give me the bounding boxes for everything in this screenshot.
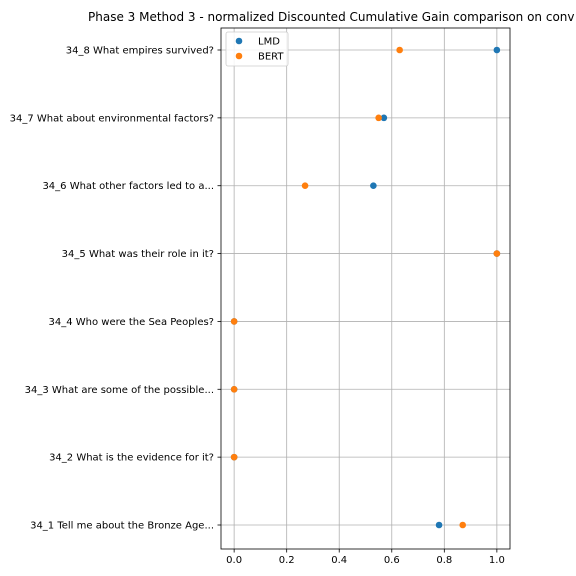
data-points <box>230 46 501 529</box>
y-tick-label: 34_4 Who were the Sea Peoples? <box>49 317 214 328</box>
point-bert <box>459 521 467 529</box>
x-tick-label: 0.2 <box>279 555 295 566</box>
x-tick-label: 0.0 <box>226 555 242 566</box>
plot-frame <box>220 27 511 550</box>
legend-marker-bert <box>235 52 243 60</box>
y-tick-label: 34_7 What about environmental factors? <box>10 113 214 124</box>
y-tick-label: 34_8 What empires survived? <box>66 46 214 57</box>
x-tick-label: 0.6 <box>384 555 400 566</box>
y-tick-label: 34_1 Tell me about the Bronze Age... <box>30 521 214 532</box>
x-tick-label: 0.4 <box>331 555 347 566</box>
x-tick-label: 0.8 <box>436 555 452 566</box>
point-bert <box>230 318 238 325</box>
point-bert <box>375 114 382 122</box>
point-bert <box>230 453 238 461</box>
point-bert <box>396 46 403 54</box>
y-tick-label: 34_6 What other factors led to a... <box>42 181 214 192</box>
legend-label-lmd: LMD <box>258 37 280 48</box>
y-tick-label: 34_5 What was their role in it? <box>62 249 214 260</box>
point-lmd <box>370 182 377 190</box>
axis-ticks: 0.0 0.2 0.4 0.6 0.8 1.0 34_1 Tell me about the… <box>10 46 505 567</box>
point-lmd <box>380 114 388 122</box>
point-bert <box>493 250 501 257</box>
legend-label-bert: BERT <box>258 52 284 63</box>
legend: LMD BERT <box>225 31 289 67</box>
x-tick-label: 1.0 <box>489 555 505 566</box>
y-tick-label: 34_2 What is the evidence for it? <box>49 453 214 464</box>
point-bert <box>301 182 309 190</box>
chart-title: Phase 3 Method 3 - normalized Discounted… <box>88 10 575 24</box>
legend-marker-lmd <box>235 37 243 45</box>
point-bert <box>230 385 238 393</box>
point-lmd <box>435 521 443 529</box>
point-lmd <box>493 46 501 54</box>
y-tick-label: 34_3 What are some of the possible... <box>25 385 214 396</box>
grid-lines <box>221 28 510 549</box>
